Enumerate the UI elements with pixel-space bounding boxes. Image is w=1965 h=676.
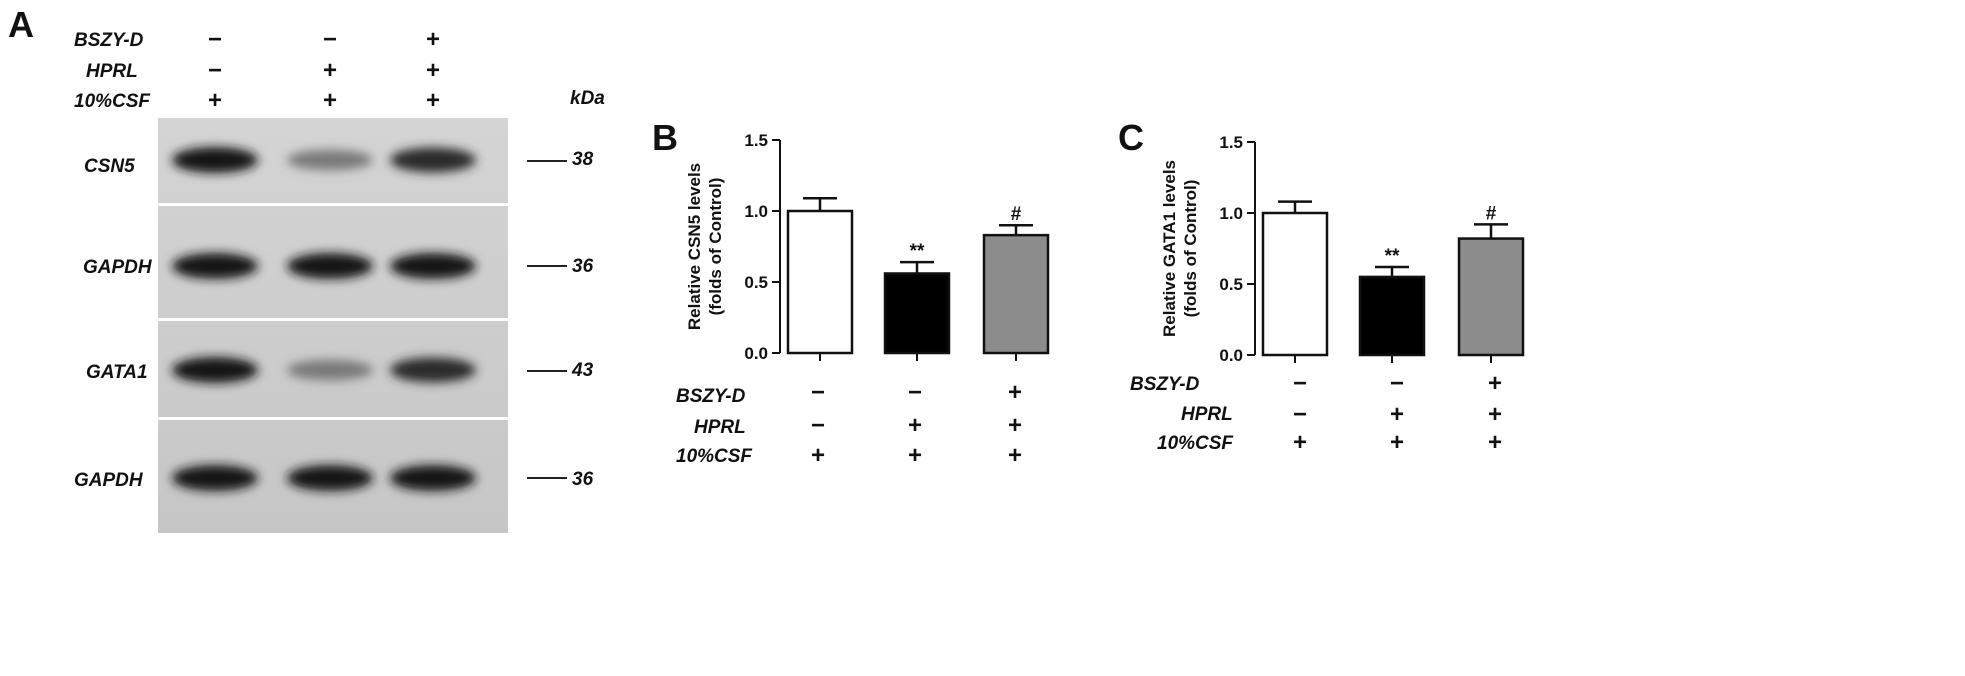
kda-value-gapdh-2: 36 — [572, 469, 594, 490]
y-tick-label: 1.5 — [1219, 133, 1243, 152]
sign-c-csf-2: + — [1389, 429, 1404, 456]
kda-value-csn5: 38 — [572, 149, 594, 170]
blot-band — [390, 465, 476, 491]
y-tick-label: 1.0 — [744, 202, 768, 221]
blot-band — [287, 149, 373, 171]
blot-divider — [158, 417, 508, 420]
bar — [1261, 211, 1329, 357]
significance-label: ** — [910, 241, 925, 262]
sign-a-csf-3: + — [425, 87, 440, 114]
blot-band — [287, 359, 373, 381]
blot-band — [390, 357, 476, 383]
cond-label-hprl-c: HPRL — [1181, 404, 1233, 425]
y-tick-label: 0.0 — [744, 344, 768, 363]
protein-label-gapdh-2: GAPDH — [74, 470, 143, 491]
sign-c-hprl-3: + — [1487, 401, 1502, 428]
western-blot-image — [158, 118, 508, 533]
sign-c-hprl-1: − — [1292, 401, 1307, 428]
sign-c-csf-3: + — [1487, 429, 1502, 456]
cond-label-hprl-b: HPRL — [694, 417, 746, 438]
sign-c-hprl-2: + — [1389, 401, 1404, 428]
sign-b-csf-1: + — [810, 442, 825, 469]
cond-label-csf-a: 10%CSF — [74, 91, 151, 112]
sign-b-hprl-3: + — [1007, 412, 1022, 439]
sign-a-hprl-3: + — [425, 57, 440, 84]
blot-band — [287, 253, 373, 279]
sign-b-bszy-1: − — [810, 379, 825, 406]
sign-c-bszy-3: + — [1487, 370, 1502, 397]
significance-label: ** — [1385, 246, 1400, 267]
y-tick-label: 0.5 — [1219, 275, 1243, 294]
sign-b-hprl-2: + — [907, 412, 922, 439]
blot-band — [287, 465, 373, 491]
western-blot-svg — [158, 118, 508, 533]
sign-b-bszy-3: + — [1007, 379, 1022, 406]
protein-label-gata1: GATA1 — [86, 362, 148, 383]
y-axis-label-line: (folds of Control) — [1181, 180, 1200, 318]
y-axis-label-line: (folds of Control) — [706, 178, 725, 316]
cond-label-bszy-a: BSZY-D — [74, 30, 144, 51]
sign-b-csf-3: + — [1007, 442, 1022, 469]
sign-a-csf-2: + — [322, 87, 337, 114]
bar — [1358, 275, 1426, 357]
kda-marker-line — [527, 265, 567, 267]
significance-label: # — [1486, 203, 1497, 224]
blot-divider — [158, 318, 508, 321]
kda-marker-line — [527, 370, 567, 372]
kda-value-gapdh-1: 36 — [572, 256, 594, 277]
y-axis-label-line: Relative CSN5 levels — [685, 163, 704, 330]
sign-b-csf-2: + — [907, 442, 922, 469]
blot-band — [172, 147, 258, 173]
significance-label: # — [1011, 204, 1022, 225]
kda-value-gata1: 43 — [572, 360, 594, 381]
panel-a-letter: A — [8, 4, 34, 45]
blot-band — [172, 253, 258, 279]
protein-label-csn5: CSN5 — [84, 156, 135, 177]
sign-a-bszy-2: − — [322, 26, 337, 53]
cond-label-hprl-a: HPRL — [86, 61, 138, 82]
bar-chart-csn5: Relative CSN5 levels (folds of Control) 0.… — [685, 131, 1050, 363]
blot-band — [390, 253, 476, 279]
sign-a-hprl-1: − — [207, 57, 222, 84]
blot-band — [172, 357, 258, 383]
y-tick-label: 0.0 — [1219, 346, 1243, 365]
blot-band — [390, 147, 476, 173]
y-axis-label: Relative CSN5 levels (folds of Control) — [685, 163, 725, 330]
cond-label-csf-b: 10%CSF — [676, 446, 753, 467]
blot-band — [172, 465, 258, 491]
sign-c-bszy-2: − — [1389, 370, 1404, 397]
sign-a-csf-1: + — [207, 87, 222, 114]
cond-label-bszy-c: BSZY-D — [1130, 374, 1200, 395]
kda-header: kDa — [570, 88, 605, 109]
bar — [982, 233, 1050, 355]
kda-marker-line — [527, 160, 567, 162]
kda-marker-line — [527, 477, 567, 479]
panel-c-letter: C — [1118, 117, 1144, 158]
y-tick-label: 1.5 — [744, 131, 768, 150]
sign-a-bszy-3: + — [425, 26, 440, 53]
panel-b-letter: B — [652, 117, 678, 158]
cond-label-csf-c: 10%CSF — [1157, 433, 1234, 454]
bar — [786, 209, 854, 355]
y-tick-label: 0.5 — [744, 273, 768, 292]
bar-chart-gata1: Relative GATA1 levels (folds of Control) 0… — [1160, 133, 1525, 365]
protein-label-gapdh-1: GAPDH — [83, 257, 152, 278]
sign-c-csf-1: + — [1292, 429, 1307, 456]
sign-a-hprl-2: + — [322, 57, 337, 84]
y-axis-label: Relative GATA1 levels (folds of Control) — [1160, 160, 1200, 337]
sign-a-bszy-1: − — [207, 26, 222, 53]
blot-divider — [158, 203, 508, 206]
bar — [1457, 237, 1525, 357]
sign-c-bszy-1: − — [1292, 370, 1307, 397]
y-tick-label: 1.0 — [1219, 204, 1243, 223]
bar — [883, 272, 951, 355]
sign-b-bszy-2: − — [907, 379, 922, 406]
cond-label-bszy-b: BSZY-D — [676, 386, 746, 407]
sign-b-hprl-1: − — [810, 412, 825, 439]
y-axis-label-line: Relative GATA1 levels — [1160, 160, 1179, 337]
